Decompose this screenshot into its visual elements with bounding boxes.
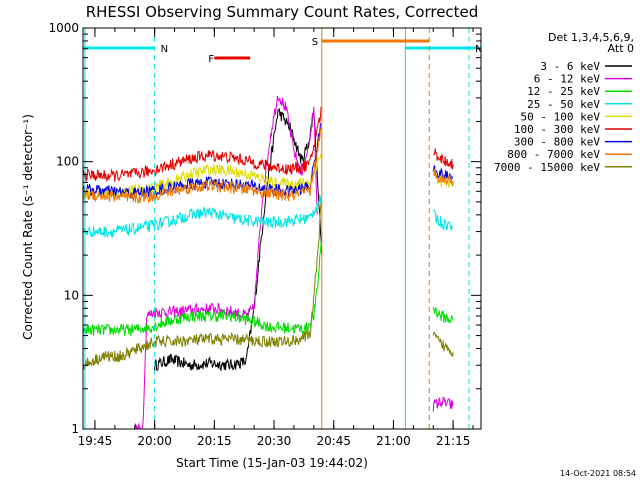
series-line-3 <box>433 209 454 231</box>
series-line-7 <box>432 168 454 187</box>
legend-label-8: 7000 - 15000 keV <box>494 161 600 174</box>
y-tick-label-3: 1000 <box>48 21 79 35</box>
legend-label-7: 800 - 7000 keV <box>507 148 600 161</box>
legend-label-4: 50 - 100 keV <box>521 110 601 123</box>
y-axis-label: Corrected Count Rate (s⁻¹ detector⁻¹) <box>21 114 35 340</box>
x-tick-label-6: 21:15 <box>436 434 471 448</box>
marker-label-3: S <box>312 37 318 48</box>
y-tick-label-1: 10 <box>64 288 79 302</box>
x-tick-label-1: 20:00 <box>137 434 172 448</box>
detector-label: Det 1,3,4,5,6,9, <box>548 31 634 44</box>
series-line-2 <box>82 241 322 337</box>
x-tick-label-2: 20:15 <box>197 434 232 448</box>
legend-label-0: 3 - 6 keV <box>540 60 600 73</box>
legend-label-2: 12 - 25 keV <box>527 85 600 98</box>
legend-label-1: 6 - 12 keV <box>534 73 601 86</box>
series-line-5 <box>82 106 322 183</box>
legend-label-3: 25 - 50 keV <box>527 98 600 111</box>
x-tick-label-3: 20:30 <box>257 434 292 448</box>
series-line-5 <box>433 148 454 170</box>
marker-label-1: N <box>475 44 482 55</box>
series-line-8 <box>82 202 322 370</box>
series-line-3 <box>82 194 322 238</box>
series-line-1 <box>432 396 454 412</box>
footer-timestamp: 14-Oct-2021 08:54 <box>560 469 636 478</box>
y-tick-label-2: 100 <box>56 155 79 169</box>
plot-frame <box>82 27 482 430</box>
series-line-2 <box>432 306 454 324</box>
legend-label-6: 300 - 800 keV <box>514 136 600 149</box>
series-line-8 <box>432 331 454 358</box>
chart-title: RHESSI Observing Summary Count Rates, Co… <box>86 3 479 21</box>
series-line-4 <box>82 153 322 200</box>
x-tick-label-5: 21:00 <box>376 434 411 448</box>
x-tick-label-4: 20:45 <box>316 434 351 448</box>
marker-label-0: N <box>161 44 168 55</box>
x-axis-label: Start Time (15-Jan-03 19:44:02) <box>176 456 368 470</box>
x-tick-label-0: 19:45 <box>78 434 113 448</box>
marker-label-2: F <box>208 54 214 65</box>
series-line-7 <box>82 127 322 204</box>
y-tick-label-0: 1 <box>71 422 79 436</box>
legend-label-5: 100 - 300 keV <box>514 123 600 136</box>
series-line-0 <box>154 107 323 371</box>
attenuator-label: Att 0 <box>608 42 634 55</box>
